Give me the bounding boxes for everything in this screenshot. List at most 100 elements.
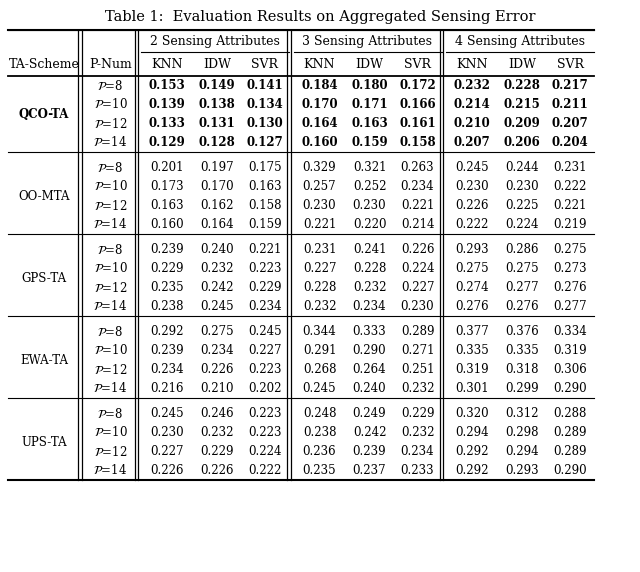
Text: $\mathcal{P}$=12: $\mathcal{P}$=12 <box>94 444 127 459</box>
Text: 0.230: 0.230 <box>401 300 435 313</box>
Text: KNN: KNN <box>151 58 183 72</box>
Text: 0.275: 0.275 <box>553 243 587 256</box>
Text: 0.289: 0.289 <box>553 445 587 458</box>
Text: 0.273: 0.273 <box>553 262 587 275</box>
Text: 2 Sensing Attributes: 2 Sensing Attributes <box>150 35 280 49</box>
Text: 0.159: 0.159 <box>351 136 388 149</box>
Text: 0.164: 0.164 <box>200 218 234 231</box>
Text: 0.228: 0.228 <box>303 281 336 294</box>
Text: 0.301: 0.301 <box>455 382 489 395</box>
Text: 0.224: 0.224 <box>248 445 282 458</box>
Text: 0.130: 0.130 <box>246 117 284 130</box>
Text: 0.234: 0.234 <box>401 180 435 193</box>
Text: 0.238: 0.238 <box>303 426 336 439</box>
Text: 0.232: 0.232 <box>454 79 490 92</box>
Text: 0.164: 0.164 <box>301 117 338 130</box>
Text: 0.275: 0.275 <box>455 262 489 275</box>
Text: 0.234: 0.234 <box>248 300 282 313</box>
Text: $\mathcal{P}$=8: $\mathcal{P}$=8 <box>97 324 124 339</box>
Text: $\mathcal{P}$=12: $\mathcal{P}$=12 <box>94 117 127 130</box>
Text: 0.299: 0.299 <box>505 382 539 395</box>
Text: 0.291: 0.291 <box>303 344 336 357</box>
Text: TA-Scheme: TA-Scheme <box>8 58 79 72</box>
Text: 0.210: 0.210 <box>454 117 490 130</box>
Text: 0.166: 0.166 <box>399 98 436 111</box>
Text: 0.180: 0.180 <box>351 79 388 92</box>
Text: 0.245: 0.245 <box>303 382 336 395</box>
Text: 0.138: 0.138 <box>198 98 236 111</box>
Text: 0.242: 0.242 <box>353 426 387 439</box>
Text: 0.276: 0.276 <box>505 300 539 313</box>
Text: 0.227: 0.227 <box>401 281 435 294</box>
Text: 0.175: 0.175 <box>248 161 282 174</box>
Text: 0.232: 0.232 <box>401 382 435 395</box>
Text: 0.320: 0.320 <box>455 407 489 420</box>
Text: SVR: SVR <box>252 58 278 72</box>
Text: 0.239: 0.239 <box>150 243 184 256</box>
Text: 0.234: 0.234 <box>200 344 234 357</box>
Text: 0.202: 0.202 <box>248 382 282 395</box>
Text: 0.226: 0.226 <box>401 243 435 256</box>
Text: 0.223: 0.223 <box>248 407 282 420</box>
Text: 0.128: 0.128 <box>198 136 236 149</box>
Text: 0.306: 0.306 <box>553 363 587 376</box>
Text: 0.153: 0.153 <box>148 79 186 92</box>
Text: GPS-TA: GPS-TA <box>21 272 67 284</box>
Text: 0.197: 0.197 <box>200 161 234 174</box>
Text: $\mathcal{P}$=10: $\mathcal{P}$=10 <box>93 344 127 358</box>
Text: P-Num: P-Num <box>89 58 132 72</box>
Text: 0.245: 0.245 <box>248 325 282 338</box>
Text: 0.240: 0.240 <box>200 243 234 256</box>
Text: 0.245: 0.245 <box>150 407 184 420</box>
Text: 0.335: 0.335 <box>505 344 539 357</box>
Text: 0.290: 0.290 <box>553 464 587 477</box>
Text: 0.226: 0.226 <box>200 363 234 376</box>
Text: 0.334: 0.334 <box>553 325 587 338</box>
Text: 0.228: 0.228 <box>353 262 386 275</box>
Text: 0.288: 0.288 <box>554 407 587 420</box>
Text: 0.344: 0.344 <box>303 325 337 338</box>
Text: 0.214: 0.214 <box>401 218 435 231</box>
Text: 0.292: 0.292 <box>150 325 184 338</box>
Text: EWA-TA: EWA-TA <box>20 353 68 367</box>
Text: 0.276: 0.276 <box>553 281 587 294</box>
Text: 0.207: 0.207 <box>552 117 588 130</box>
Text: 0.222: 0.222 <box>554 180 587 193</box>
Text: 0.222: 0.222 <box>248 464 282 477</box>
Text: 0.268: 0.268 <box>303 363 336 376</box>
Text: 0.230: 0.230 <box>353 199 387 212</box>
Text: 0.127: 0.127 <box>246 136 284 149</box>
Text: $\mathcal{P}$=10: $\mathcal{P}$=10 <box>93 97 127 112</box>
Text: 0.238: 0.238 <box>150 300 184 313</box>
Text: 0.242: 0.242 <box>200 281 234 294</box>
Text: UPS-TA: UPS-TA <box>21 435 67 448</box>
Text: 0.221: 0.221 <box>554 199 587 212</box>
Text: $\mathcal{P}$=10: $\mathcal{P}$=10 <box>93 180 127 193</box>
Text: 0.232: 0.232 <box>200 262 234 275</box>
Text: 0.221: 0.221 <box>303 218 336 231</box>
Text: $\mathcal{P}$=8: $\mathcal{P}$=8 <box>97 78 124 93</box>
Text: 0.133: 0.133 <box>148 117 186 130</box>
Text: 0.246: 0.246 <box>200 407 234 420</box>
Text: 0.171: 0.171 <box>351 98 388 111</box>
Text: $\mathcal{P}$=14: $\mathcal{P}$=14 <box>93 136 127 149</box>
Text: 0.275: 0.275 <box>200 325 234 338</box>
Text: 0.232: 0.232 <box>401 426 435 439</box>
Text: 0.206: 0.206 <box>504 136 540 149</box>
Text: 0.229: 0.229 <box>200 445 234 458</box>
Text: 0.141: 0.141 <box>246 79 284 92</box>
Text: 0.159: 0.159 <box>248 218 282 231</box>
Text: 0.216: 0.216 <box>150 382 184 395</box>
Text: 0.209: 0.209 <box>504 117 540 130</box>
Text: 0.224: 0.224 <box>401 262 435 275</box>
Text: 0.234: 0.234 <box>401 445 435 458</box>
Text: 0.294: 0.294 <box>505 445 539 458</box>
Text: 0.207: 0.207 <box>454 136 490 149</box>
Text: 0.298: 0.298 <box>505 426 539 439</box>
Text: 0.131: 0.131 <box>198 117 236 130</box>
Text: $\mathcal{P}$=14: $\mathcal{P}$=14 <box>93 463 127 478</box>
Text: 0.223: 0.223 <box>248 426 282 439</box>
Text: $\mathcal{P}$=14: $\mathcal{P}$=14 <box>93 300 127 313</box>
Text: 0.263: 0.263 <box>401 161 435 174</box>
Text: $\mathcal{P}$=8: $\mathcal{P}$=8 <box>97 243 124 256</box>
